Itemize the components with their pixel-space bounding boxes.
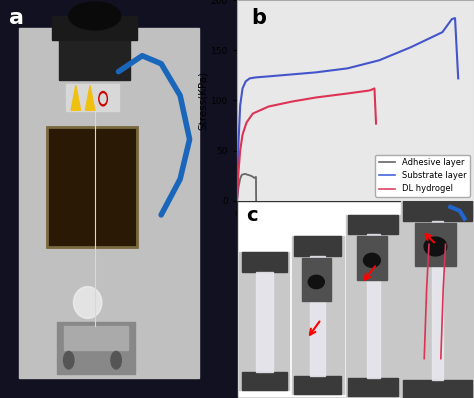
Ellipse shape <box>69 2 121 30</box>
Text: b: b <box>251 8 266 28</box>
Bar <box>47 127 137 247</box>
Polygon shape <box>71 86 81 110</box>
Text: a: a <box>9 8 25 28</box>
Bar <box>310 256 325 377</box>
Bar <box>367 234 380 378</box>
Bar <box>415 222 456 266</box>
Circle shape <box>424 237 447 256</box>
Bar <box>357 236 387 280</box>
Bar <box>57 322 135 374</box>
Bar <box>64 326 128 350</box>
Text: c: c <box>246 206 258 225</box>
Circle shape <box>100 94 106 103</box>
Circle shape <box>364 253 380 267</box>
Polygon shape <box>85 86 95 110</box>
Ellipse shape <box>73 287 102 318</box>
Bar <box>348 215 398 234</box>
Bar <box>66 84 118 111</box>
Bar <box>403 201 472 220</box>
Bar <box>52 16 137 40</box>
Circle shape <box>308 275 324 289</box>
Bar <box>348 378 398 396</box>
Bar <box>292 236 344 394</box>
Legend: Adhesive layer, Substrate layer, DL hydrogel: Adhesive layer, Substrate layer, DL hydr… <box>375 155 470 197</box>
Bar <box>294 377 341 394</box>
Circle shape <box>64 351 74 369</box>
Bar <box>403 380 472 398</box>
X-axis label: Strain (%): Strain (%) <box>329 222 382 232</box>
Y-axis label: Stress(KPa): Stress(KPa) <box>198 71 208 130</box>
Bar <box>256 272 273 373</box>
Bar <box>242 373 287 390</box>
Bar <box>346 215 401 396</box>
Circle shape <box>111 351 121 369</box>
Bar <box>47 127 137 247</box>
Bar <box>239 252 289 390</box>
Bar <box>302 258 331 301</box>
Bar <box>294 236 341 256</box>
Bar <box>19 28 199 378</box>
Bar <box>432 220 443 380</box>
Bar <box>242 252 287 272</box>
Bar <box>59 24 130 80</box>
Circle shape <box>99 92 107 106</box>
Bar <box>401 201 474 398</box>
